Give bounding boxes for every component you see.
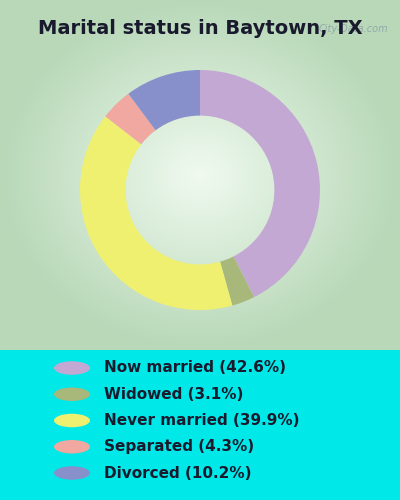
Text: Divorced (10.2%): Divorced (10.2%) — [104, 466, 252, 480]
Text: Separated (4.3%): Separated (4.3%) — [104, 439, 254, 454]
Text: Widowed (3.1%): Widowed (3.1%) — [104, 387, 243, 402]
Wedge shape — [128, 70, 200, 130]
Text: Never married (39.9%): Never married (39.9%) — [104, 413, 300, 428]
Wedge shape — [80, 116, 232, 310]
Circle shape — [54, 414, 90, 427]
Circle shape — [54, 388, 90, 401]
Text: Now married (42.6%): Now married (42.6%) — [104, 360, 286, 376]
Wedge shape — [200, 70, 320, 297]
Wedge shape — [105, 94, 156, 144]
Circle shape — [54, 466, 90, 480]
Circle shape — [54, 440, 90, 454]
Text: City-Data.com: City-Data.com — [318, 24, 388, 34]
Wedge shape — [220, 256, 254, 306]
Text: Marital status in Baytown, TX: Marital status in Baytown, TX — [38, 19, 362, 38]
Circle shape — [54, 361, 90, 375]
